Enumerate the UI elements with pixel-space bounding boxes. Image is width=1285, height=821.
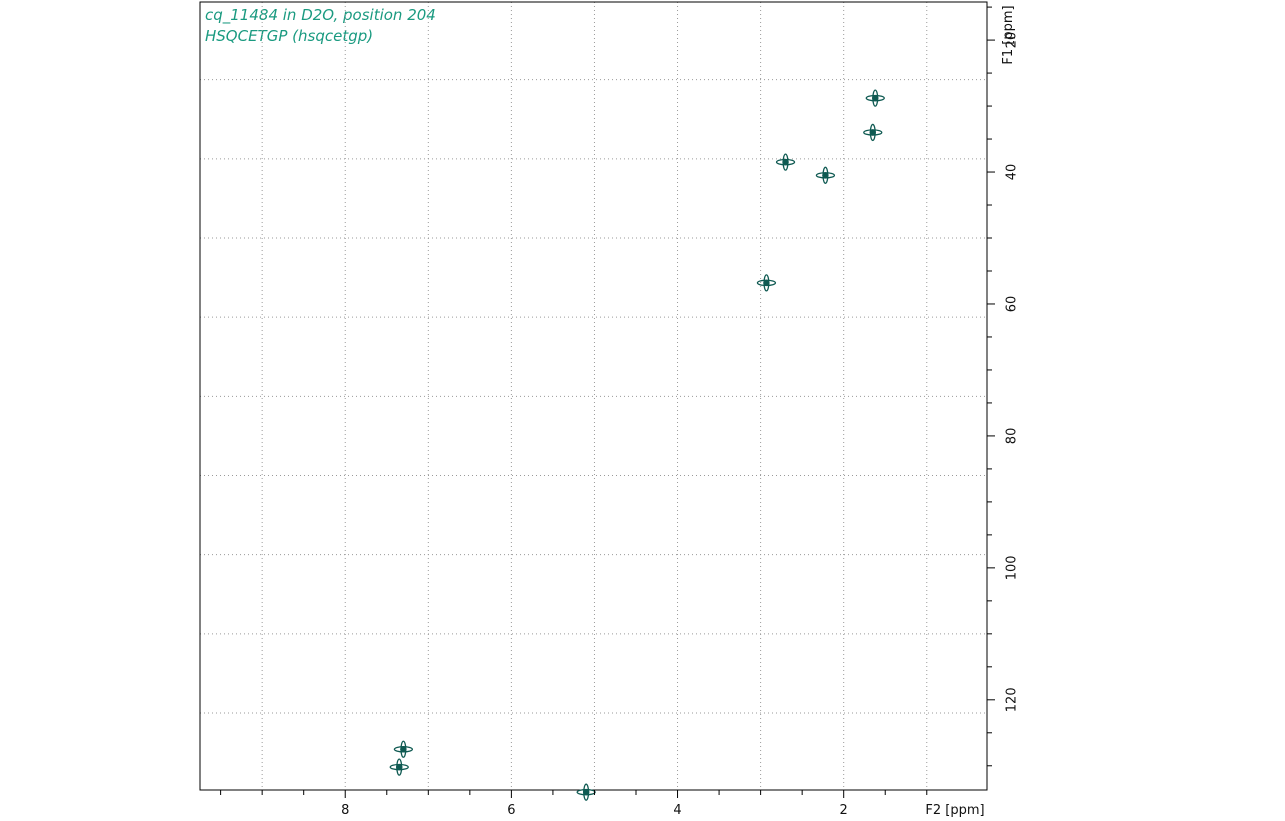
peak xyxy=(576,783,596,801)
chart-title-line-1: cq_11484 in D2O, position 204 xyxy=(205,6,436,24)
peak-core xyxy=(396,763,403,771)
peak-core xyxy=(582,788,590,796)
peak-core xyxy=(782,158,789,166)
peak xyxy=(775,153,796,171)
x-tick-label: 8 xyxy=(341,803,349,818)
y-tick-label: 60 xyxy=(1005,296,1020,313)
y-tick-label: 120 xyxy=(1005,687,1020,712)
x-tick-label: 4 xyxy=(673,803,681,818)
peaks-layer xyxy=(389,89,885,801)
peak-core xyxy=(763,279,770,287)
peak xyxy=(389,758,409,776)
y-tick-label: 100 xyxy=(1005,555,1020,580)
peak xyxy=(865,89,885,107)
y-axis-label: F1 [ppm] xyxy=(1001,5,1016,64)
x-axis-label: F2 [ppm] xyxy=(925,803,984,818)
peak xyxy=(393,740,414,758)
peak-core xyxy=(869,129,876,136)
y-tick-label: 80 xyxy=(1005,428,1020,445)
peak-core xyxy=(872,94,879,102)
x-tick-label: 6 xyxy=(507,803,515,818)
peak-core xyxy=(822,172,829,179)
peak xyxy=(863,123,883,142)
x-axis: 8 6 4 2 xyxy=(220,790,928,818)
peak xyxy=(815,166,836,184)
y-tick-label: 20 xyxy=(1005,32,1020,49)
peak-core xyxy=(400,746,407,753)
grid-layer xyxy=(200,2,987,790)
x-tick-label: 2 xyxy=(840,803,848,818)
y-tick-label: 40 xyxy=(1005,164,1020,181)
y-axis: 20 40 60 80 100 120 xyxy=(987,6,1020,767)
chart-title-line-2: HSQCETGP (hsqcetgp) xyxy=(205,27,374,45)
peak xyxy=(756,274,777,292)
